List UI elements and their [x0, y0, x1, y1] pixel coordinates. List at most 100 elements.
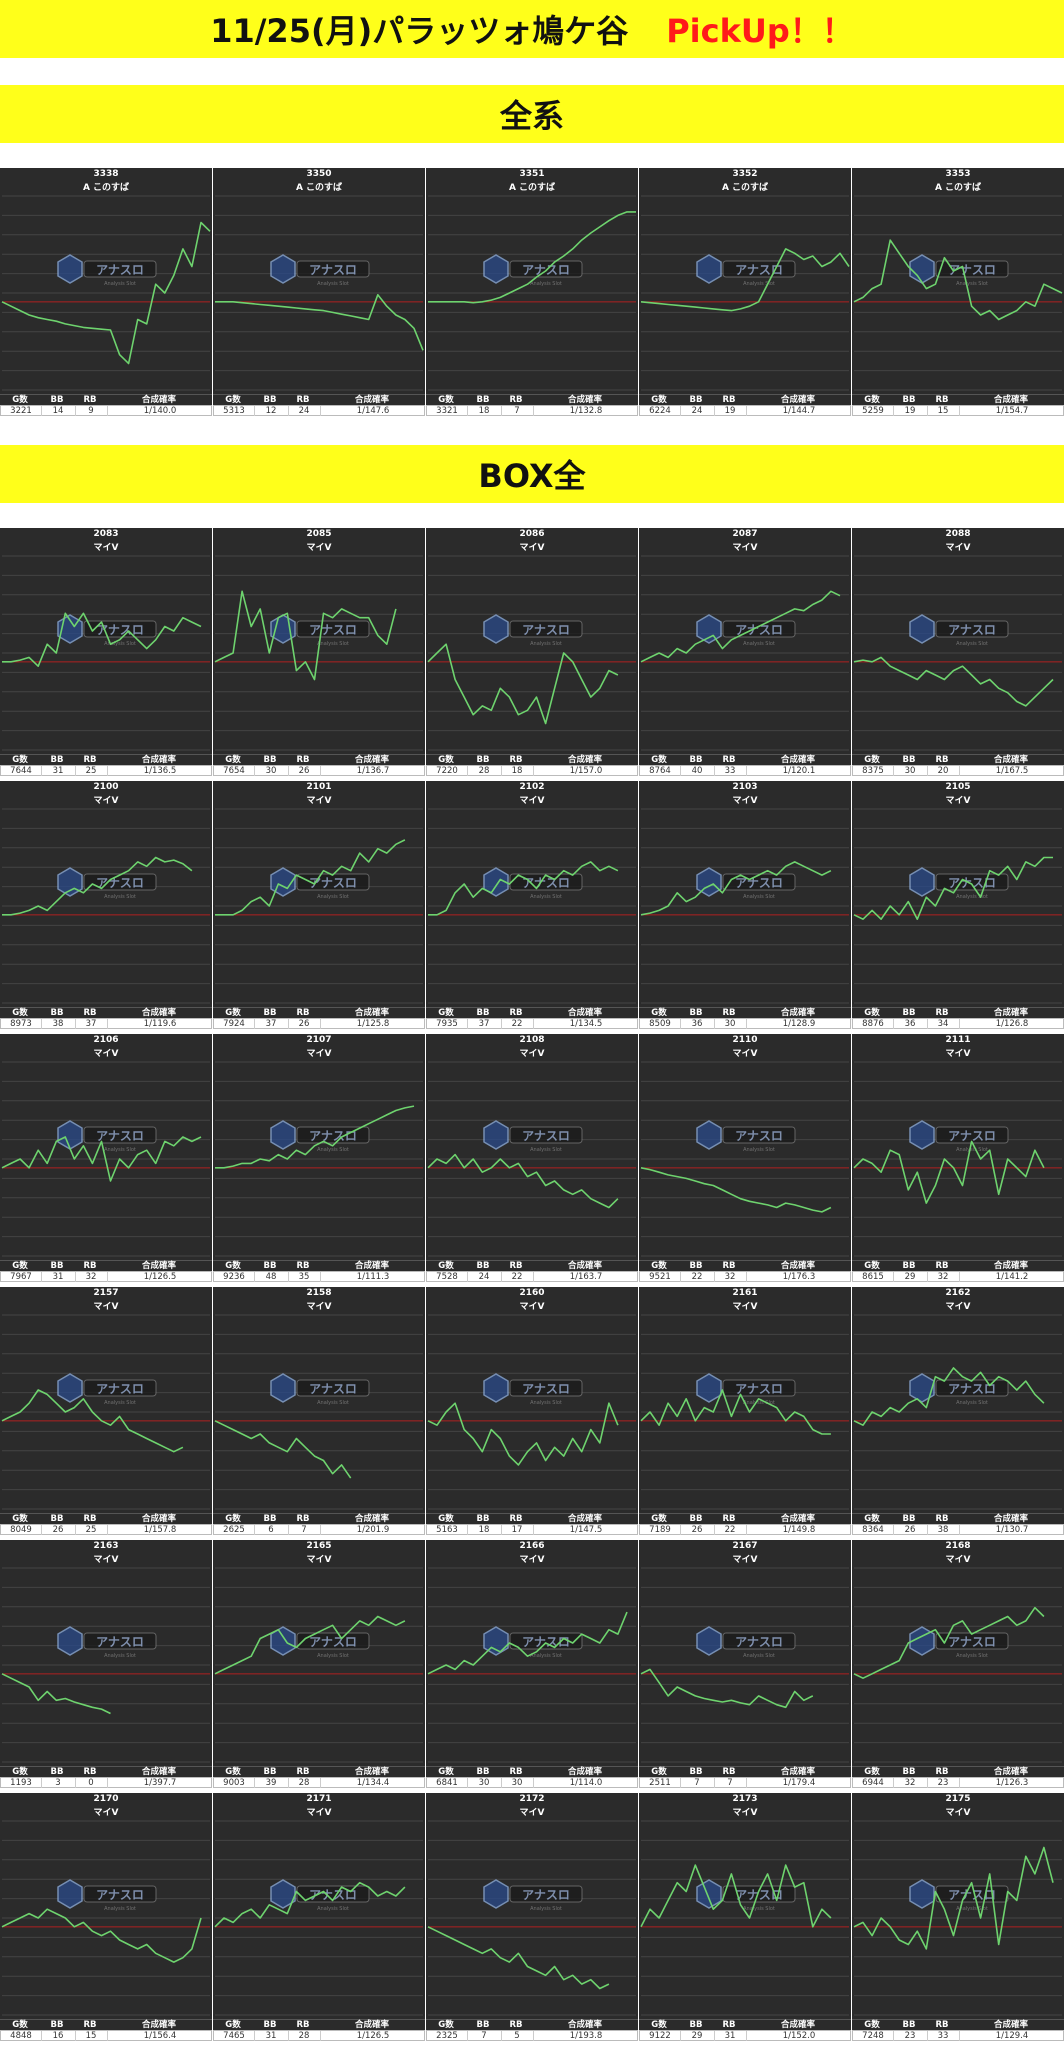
- svg-text:アナスロ: アナスロ: [309, 263, 357, 277]
- slot-chart-2165[interactable]: 2165 マイV アナスロ Analysis Slot G数 BB RB 合成確率 9003 39…: [213, 1540, 425, 1788]
- games-value: 7220: [427, 766, 468, 776]
- stats-values: 5163 18 17 1/147.5: [426, 1524, 638, 1535]
- difference-line: [427, 1153, 619, 1209]
- header-bb: BB: [50, 395, 64, 405]
- machine-name: マイV: [519, 1302, 545, 1312]
- slot-chart-2088[interactable]: 2088 マイV アナスロ Analysis Slot G数 BB RB 合成確率 8375 30…: [852, 528, 1064, 776]
- slot-chart-2167[interactable]: 2167 マイV アナスロ Analysis Slot G数 BB RB 合成確率 2511 7 7…: [639, 1540, 851, 1788]
- slot-chart-2110[interactable]: 2110 マイV アナスロ Analysis Slot G数 BB RB 合成確率 9521 22…: [639, 1034, 851, 1282]
- slot-chart-2087[interactable]: 2087 マイV アナスロ Analysis Slot G数 BB RB 合成確率 8764 40…: [639, 528, 851, 776]
- header-bb: BB: [50, 755, 64, 765]
- slot-chart-2158[interactable]: 2158 マイV アナスロ Analysis Slot G数 BB RB 合成確率 2625 6 7…: [213, 1287, 425, 1535]
- slot-chart-3350[interactable]: 3350 A このすば アナスロ Analysis Slot G数 BB RB 合成確率 531…: [213, 168, 425, 416]
- svg-text:Analysis Slot: Analysis Slot: [956, 1653, 988, 1659]
- prob-value: 1/111.3: [356, 1272, 390, 1282]
- svg-text:Analysis Slot: Analysis Slot: [743, 894, 775, 900]
- line-chart: アナスロ Analysis Slot: [1, 1061, 210, 1257]
- slot-chart-2083[interactable]: 2083 マイV アナスロ Analysis Slot G数 BB RB 合成確率 7644 31…: [0, 528, 212, 776]
- watermark-logo: アナスロ Analysis Slot: [909, 867, 1009, 900]
- svg-text:Analysis Slot: Analysis Slot: [530, 1906, 562, 1912]
- line-chart: アナスロ Analysis Slot: [428, 808, 636, 1004]
- difference-line: [427, 1926, 610, 1990]
- slot-chart-2106[interactable]: 2106 マイV アナスロ Analysis Slot G数 BB RB 合成確率 7967 31…: [0, 1034, 212, 1282]
- header-bb: BB: [263, 395, 277, 405]
- difference-line: [214, 1615, 406, 1675]
- rb-value: 28: [288, 1778, 321, 1788]
- rb-value: 38: [927, 1525, 960, 1535]
- games-value: 7935: [427, 1019, 468, 1029]
- prob-value: 1/176.3: [782, 1272, 816, 1282]
- line-chart: アナスロ Analysis Slot: [853, 195, 1063, 391]
- header-rb: RB: [935, 755, 949, 765]
- slot-chart-3353[interactable]: 3353 A このすば アナスロ Analysis Slot G数 BB RB 合成確率 525…: [852, 168, 1064, 416]
- slot-chart-2105[interactable]: 2105 マイV アナスロ Analysis Slot G数 BB RB 合成確率 8876 36…: [852, 781, 1064, 1029]
- difference-line: [853, 856, 1053, 920]
- slot-chart-2102[interactable]: 2102 マイV アナスロ Analysis Slot G数 BB RB 合成確率 7935 37…: [426, 781, 638, 1029]
- header-bb: BB: [476, 755, 490, 765]
- header-g: G数: [438, 1514, 454, 1524]
- slot-chart-2160[interactable]: 2160 マイV アナスロ Analysis Slot G数 BB RB 合成確率 5163 18…: [426, 1287, 638, 1535]
- rb-value: 5: [501, 2031, 534, 2041]
- difference-line: [1, 1908, 202, 1963]
- slot-chart-2157[interactable]: 2157 マイV アナスロ Analysis Slot G数 BB RB 合成確率 8049 26…: [0, 1287, 212, 1535]
- header-bb: BB: [50, 1008, 64, 1018]
- machine-number: 2161: [732, 1288, 758, 1298]
- stats-values: 2625 6 7 1/201.9: [213, 1524, 425, 1535]
- difference-line: [853, 1606, 1045, 1679]
- slot-chart-3352[interactable]: 3352 A このすば アナスロ Analysis Slot G数 BB RB 合成確率 622…: [639, 168, 851, 416]
- slot-chart-2085[interactable]: 2085 マイV アナスロ Analysis Slot G数 BB RB 合成確率 7654 30…: [213, 528, 425, 776]
- slot-chart-2086[interactable]: 2086 マイV アナスロ Analysis Slot G数 BB RB 合成確率 7220 28…: [426, 528, 638, 776]
- slot-chart-2161[interactable]: 2161 マイV アナスロ Analysis Slot G数 BB RB 合成確率 7189 26…: [639, 1287, 851, 1535]
- machine-name: マイV: [519, 1555, 545, 1565]
- prob-value: 1/193.8: [569, 2031, 603, 2041]
- slot-chart-2103[interactable]: 2103 マイV アナスロ Analysis Slot G数 BB RB 合成確率 8509 36…: [639, 781, 851, 1029]
- slot-chart-2166[interactable]: 2166 マイV アナスロ Analysis Slot G数 BB RB 合成確率 6841 30…: [426, 1540, 638, 1788]
- bb-value: 39: [254, 1778, 289, 1788]
- header-g: G数: [225, 1514, 241, 1524]
- slot-chart-2163[interactable]: 2163 マイV アナスロ Analysis Slot G数 BB RB 合成確率 1193 3 0…: [0, 1540, 212, 1788]
- bb-value: 37: [254, 1019, 289, 1029]
- bb-value: 38: [41, 1019, 76, 1029]
- svg-text:アナスロ: アナスロ: [309, 1129, 357, 1143]
- machine-number: 2167: [732, 1541, 758, 1551]
- slot-chart-2101[interactable]: 2101 マイV アナスロ Analysis Slot G数 BB RB 合成確率 7924 37…: [213, 781, 425, 1029]
- slot-chart-2162[interactable]: 2162 マイV アナスロ Analysis Slot G数 BB RB 合成確率 8364 26…: [852, 1287, 1064, 1535]
- slot-chart-2107[interactable]: 2107 マイV アナスロ Analysis Slot G数 BB RB 合成確率 9236 48…: [213, 1034, 425, 1282]
- svg-text:Analysis Slot: Analysis Slot: [530, 894, 562, 900]
- slot-chart-2108[interactable]: 2108 マイV アナスロ Analysis Slot G数 BB RB 合成確率 7528 24…: [426, 1034, 638, 1282]
- machine-number: 2170: [93, 1794, 119, 1804]
- header-bb: BB: [263, 1008, 277, 1018]
- slot-chart-2100[interactable]: 2100 マイV アナスロ Analysis Slot G数 BB RB 合成確率 8973 38…: [0, 781, 212, 1029]
- games-value: 1193: [1, 1778, 42, 1788]
- slot-chart-3351[interactable]: 3351 A このすば アナスロ Analysis Slot G数 BB RB 合成確率 332…: [426, 168, 638, 416]
- slot-chart-2168[interactable]: 2168 マイV アナスロ Analysis Slot G数 BB RB 合成確率 6944 32…: [852, 1540, 1064, 1788]
- slot-chart-3338[interactable]: 3338 A このすば アナスロ Analysis Slot G数 BB RB 合成確率 322…: [0, 168, 212, 416]
- line-chart: アナスロ Analysis Slot: [640, 555, 849, 751]
- prob-value: 1/126.3: [995, 1778, 1029, 1788]
- svg-text:アナスロ: アナスロ: [948, 1382, 996, 1396]
- header-bb: BB: [263, 2020, 277, 2030]
- bb-value: 12: [254, 406, 289, 416]
- stats-header: G数 BB RB 合成確率: [852, 1513, 1064, 1525]
- svg-text:アナスロ: アナスロ: [309, 1635, 357, 1649]
- watermark-logo: アナスロ Analysis Slot: [909, 254, 1009, 287]
- header-g: G数: [12, 1514, 28, 1524]
- machine-name: マイV: [945, 796, 971, 806]
- stats-values: 7189 26 22 1/149.8: [639, 1524, 851, 1535]
- prob-value: 1/132.8: [569, 406, 603, 416]
- difference-line: [215, 294, 424, 351]
- slot-chart-2111[interactable]: 2111 マイV アナスロ Analysis Slot G数 BB RB 合成確率 8615 29…: [852, 1034, 1064, 1282]
- machine-number: 2162: [945, 1288, 971, 1298]
- header-bb: BB: [902, 1514, 916, 1524]
- machine-name: マイV: [732, 1555, 758, 1565]
- line-chart: アナスロ Analysis Slot: [853, 1567, 1062, 1763]
- slot-chart-2171[interactable]: 2171 マイV アナスロ Analysis Slot G数 BB RB 合成確率 7465 31…: [213, 1793, 425, 2041]
- slot-chart-2173[interactable]: 2173 マイV アナスロ Analysis Slot G数 BB RB 合成確率 9122 29…: [639, 1793, 851, 2041]
- slot-chart-2172[interactable]: 2172 マイV アナスロ Analysis Slot G数 BB RB 合成確率 2325 7 5…: [426, 1793, 638, 2041]
- header-g: G数: [225, 2020, 241, 2030]
- rb-value: 37: [75, 1019, 108, 1029]
- header-rb: RB: [509, 755, 523, 765]
- slot-chart-2175[interactable]: 2175 マイV アナスロ Analysis Slot G数 BB RB 合成確率 7248 23…: [852, 1793, 1064, 2041]
- svg-text:アナスロ: アナスロ: [96, 1382, 144, 1396]
- slot-chart-2170[interactable]: 2170 マイV アナスロ Analysis Slot G数 BB RB 合成確率 4848 16…: [0, 1793, 212, 2041]
